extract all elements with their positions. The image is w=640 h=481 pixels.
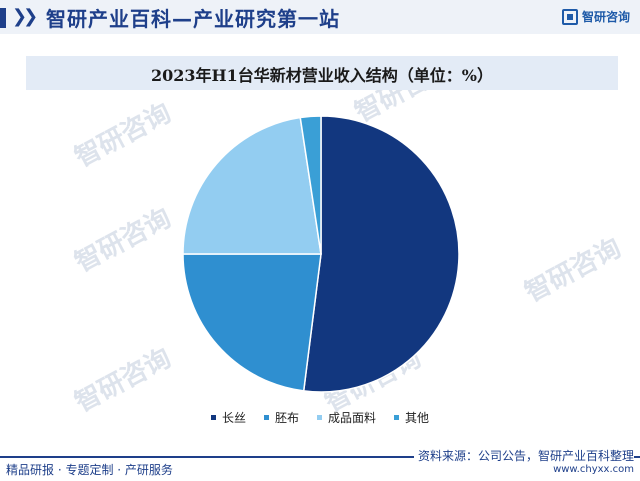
legend-label: 成品面料 bbox=[328, 411, 377, 425]
footer-services: 精品研报 · 专题定制 · 产研服务 bbox=[6, 463, 173, 477]
header-accent bbox=[0, 8, 6, 28]
legend-item: 成品面料 bbox=[317, 409, 376, 426]
chart-legend: 长丝 胚布 成品面料 其他 bbox=[0, 409, 640, 426]
chevron-icon: ❯❯ bbox=[12, 6, 38, 27]
chart-title-band: 2023年H1台华新材营业收入结构（单位：%） bbox=[26, 56, 618, 90]
site-title: 智研产业百科—产业研究第一站 bbox=[46, 7, 340, 31]
legend-swatch bbox=[317, 415, 322, 420]
pie-slice-1 bbox=[182, 253, 322, 392]
legend-item: 长丝 bbox=[210, 409, 246, 426]
logo-text: 智研咨询 bbox=[581, 10, 630, 24]
footer-divider bbox=[0, 456, 640, 458]
legend-swatch bbox=[394, 415, 400, 420]
legend-swatch bbox=[263, 415, 269, 420]
pie-slice-2 bbox=[182, 116, 322, 255]
data-source: 资料来源：公司公告，智研产业百科整理 bbox=[413, 447, 634, 464]
pie-slice-3 bbox=[299, 115, 322, 255]
site-url: www.chyxx.com bbox=[553, 464, 634, 475]
header-bar: ❯❯ 智研产业百科—产业研究第一站 智研咨询 bbox=[0, 0, 640, 34]
legend-item: 其他 bbox=[394, 409, 429, 426]
legend-swatch bbox=[210, 415, 216, 420]
pie-slice-0 bbox=[302, 115, 460, 393]
legend-label: 胚布 bbox=[274, 411, 299, 425]
legend-label: 长丝 bbox=[221, 411, 246, 425]
chart-title: 2023年H1台华新材营业收入结构（单位：%） bbox=[151, 66, 493, 85]
legend-item: 胚布 bbox=[263, 409, 299, 426]
brand-logo: 智研咨询 bbox=[561, 8, 630, 25]
logo-icon bbox=[561, 8, 578, 25]
legend-label: 其他 bbox=[405, 411, 430, 425]
